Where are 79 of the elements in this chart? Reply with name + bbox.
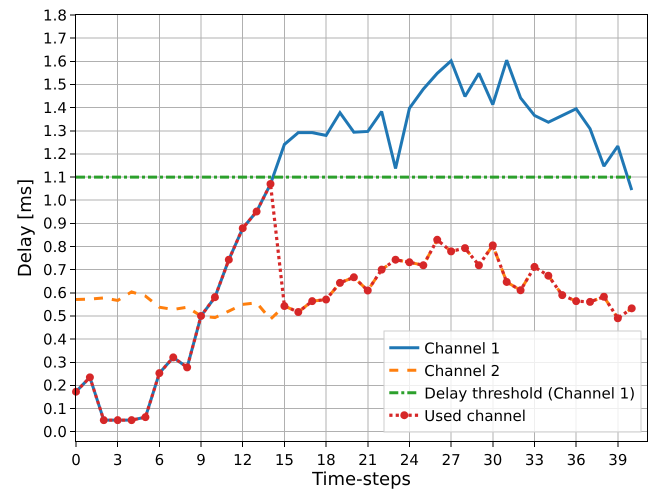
point <box>183 363 192 372</box>
point <box>614 314 622 322</box>
point <box>461 244 469 252</box>
point <box>544 272 552 280</box>
x-tick-label: 30 <box>483 451 502 470</box>
point <box>308 297 316 306</box>
y-tick-label: 0.6 <box>43 284 67 302</box>
y-tick-label: 0.2 <box>43 376 67 395</box>
y-tick-label: 1.1 <box>43 168 67 186</box>
x-tick-label: 6 <box>154 451 164 470</box>
point <box>364 286 372 295</box>
y-tick-label: 1.3 <box>43 122 67 140</box>
y-tick-label: 1.6 <box>43 52 67 71</box>
x-tick-label: 21 <box>358 451 378 470</box>
point <box>447 247 456 256</box>
x-tick-label: 36 <box>566 451 586 470</box>
x-tick-label: 9 <box>196 451 206 470</box>
x-tick-label: 15 <box>274 451 294 470</box>
y-tick-label: 1.0 <box>43 191 67 210</box>
x-tick-label: 12 <box>233 451 252 470</box>
point <box>378 266 386 274</box>
legend-label: Delay threshold (Channel 1) <box>424 384 636 403</box>
y-tick-label: 1.4 <box>43 98 67 117</box>
y-tick-label: 0.0 <box>43 422 67 441</box>
y-tick-label: 0.7 <box>43 260 67 279</box>
x-tick-label: 24 <box>400 451 419 470</box>
x-tick-label: 18 <box>316 451 336 470</box>
point <box>197 312 206 320</box>
point <box>100 416 108 424</box>
point <box>530 262 538 271</box>
point <box>502 278 511 286</box>
point <box>114 416 122 424</box>
y-tick-label: 1.7 <box>43 29 67 48</box>
y-tick-label: 1.5 <box>43 76 67 94</box>
point <box>516 286 525 294</box>
point <box>350 273 358 282</box>
point <box>405 258 414 266</box>
point <box>128 416 136 424</box>
point <box>558 291 566 300</box>
point <box>266 180 274 188</box>
point <box>238 224 247 232</box>
y-tick-label: 0.1 <box>43 400 67 418</box>
y-tick-label: 0.3 <box>43 354 67 372</box>
legend-label: Used channel <box>424 407 526 426</box>
point <box>600 292 608 301</box>
point <box>294 308 302 316</box>
point <box>419 261 428 270</box>
x-axis-title: Time-steps <box>311 469 411 490</box>
point <box>392 256 400 264</box>
point <box>322 296 330 304</box>
x-tick-label: 0 <box>71 451 81 470</box>
point <box>474 261 483 270</box>
point <box>210 293 219 302</box>
x-tick-label: 33 <box>524 451 544 470</box>
point <box>488 241 497 250</box>
legend-label: Channel 2 <box>424 362 500 380</box>
legend-label: Channel 1 <box>424 340 500 358</box>
y-tick-label: 1.2 <box>43 145 67 164</box>
x-tick-label: 27 <box>442 451 461 470</box>
point <box>336 278 344 287</box>
y-tick-label: 0.4 <box>43 330 67 348</box>
point <box>169 353 178 362</box>
x-tick-label: 39 <box>608 451 628 470</box>
y-tick-label: 0.5 <box>43 307 67 326</box>
point <box>252 208 261 216</box>
y-tick-label: 0.8 <box>43 238 67 256</box>
y-tick-label: 1.8 <box>43 6 67 24</box>
y-tick-label: 0.9 <box>43 214 67 233</box>
point <box>572 297 580 306</box>
y-axis-title: Delay [ms] <box>15 178 36 278</box>
point <box>86 373 94 382</box>
point <box>155 369 164 378</box>
point <box>433 236 442 244</box>
point <box>141 413 150 422</box>
point <box>628 304 636 312</box>
point <box>280 302 288 310</box>
point <box>224 256 233 264</box>
point <box>586 298 594 306</box>
x-tick-label: 3 <box>112 451 122 470</box>
